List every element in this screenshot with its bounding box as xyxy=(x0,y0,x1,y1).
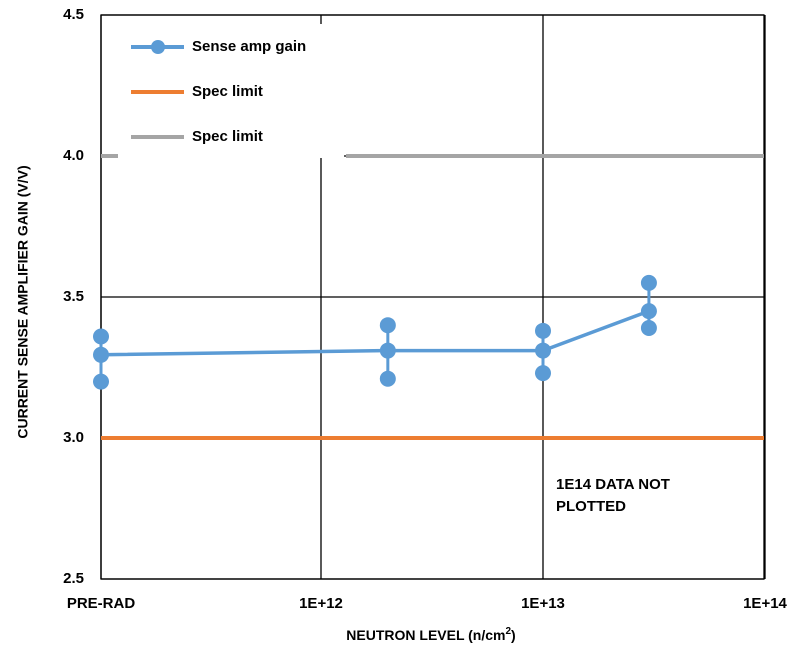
x-axis-title-end: ) xyxy=(511,627,516,643)
annotation: 1E14 DATA NOT PLOTTED xyxy=(556,476,674,515)
x-tick-label-1: 1E+12 xyxy=(299,595,343,612)
data-point-3 xyxy=(640,303,657,320)
legend-label-1: Spec limit xyxy=(192,83,263,100)
error-min-marker-0 xyxy=(93,373,109,390)
error-max-marker-1 xyxy=(379,317,396,334)
y-tick-label-3: 4.0 xyxy=(63,147,84,164)
spec-limit-lines xyxy=(101,154,764,440)
x-axis-title: NEUTRON LEVEL (n/cm2) xyxy=(346,626,515,643)
y-tick-label-1: 3.0 xyxy=(63,429,84,446)
data-point-2 xyxy=(535,342,551,359)
annotation-line-2: PLOTTED xyxy=(556,498,626,515)
y-tick-label-4: 4.5 xyxy=(63,6,84,23)
y-tick-label-0: 2.5 xyxy=(63,570,84,587)
y-axis-ticks: 2.5 3.0 3.5 4.0 4.5 xyxy=(63,6,84,587)
y-axis-title: CURRENT SENSE AMPLIFIER GAIN (V/V) xyxy=(15,165,31,438)
error-min-marker-2 xyxy=(535,365,551,382)
error-max-marker-3 xyxy=(640,274,657,291)
error-min-marker-1 xyxy=(379,370,396,387)
x-axis-title-superscript: 2 xyxy=(505,626,511,637)
legend-swatch-marker xyxy=(151,40,165,54)
series-layer xyxy=(93,274,657,390)
x-axis-title-main: NEUTRON LEVEL (n/cm xyxy=(346,627,505,643)
x-axis-ticks: PRE-RAD 1E+12 1E+13 1E+14 xyxy=(67,595,788,612)
annotation-line-1: 1E14 DATA NOT xyxy=(556,476,670,493)
legend-label-2: Spec limit xyxy=(192,128,263,145)
x-tick-label-2: 1E+13 xyxy=(521,595,565,612)
legend: Sense amp gain Spec limit Spec limit xyxy=(118,24,344,158)
series-line-sense-amp-gain xyxy=(100,309,650,357)
legend-entry-0: Sense amp gain xyxy=(131,38,306,55)
x-tick-label-3: 1E+14 xyxy=(743,595,787,612)
plot-frame xyxy=(100,14,765,580)
plot-area-border xyxy=(100,14,765,580)
legend-entry-2: Spec limit xyxy=(131,128,263,145)
error-max-marker-2 xyxy=(535,322,551,339)
error-min-marker-3 xyxy=(640,320,657,337)
x-tick-label-0: PRE-RAD xyxy=(67,595,136,612)
error-max-marker-0 xyxy=(93,328,109,345)
data-point-0 xyxy=(93,346,109,363)
data-point-1 xyxy=(379,342,396,359)
y-tick-label-2: 3.5 xyxy=(63,288,84,305)
legend-entry-1: Spec limit xyxy=(131,83,263,100)
legend-label-0: Sense amp gain xyxy=(192,38,306,55)
